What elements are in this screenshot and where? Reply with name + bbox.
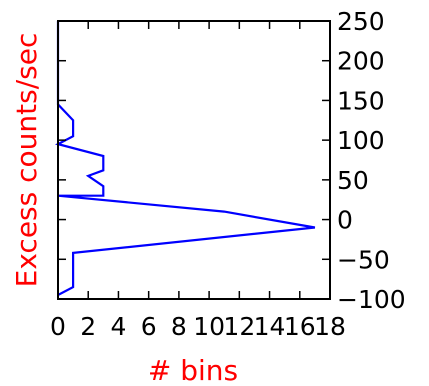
x-tick-label: 12 xyxy=(223,312,255,341)
y-tick-label: 50 xyxy=(337,166,369,195)
y-axis-title: Excess counts/sec xyxy=(10,33,43,288)
y-tick-label: 100 xyxy=(337,126,385,155)
x-tick-label: 4 xyxy=(110,312,126,341)
x-tick-label: 0 xyxy=(50,312,66,341)
x-tick-label: 16 xyxy=(284,312,316,341)
x-tick-label: 14 xyxy=(254,312,286,341)
x-tick-label: 8 xyxy=(171,312,187,341)
x-tick-label: 10 xyxy=(193,312,225,341)
y-tick-label: 200 xyxy=(337,47,385,76)
y-tick-label: 0 xyxy=(337,206,353,235)
x-tick-label: 6 xyxy=(141,312,157,341)
series-line-0 xyxy=(54,21,316,296)
plot-area xyxy=(54,20,331,300)
x-axis-title: # bins xyxy=(148,354,238,386)
plot-frame xyxy=(57,20,331,300)
y-tick-label: −100 xyxy=(337,285,406,314)
y-tick-label: 150 xyxy=(337,86,385,115)
y-axis-title-group: Excess counts/sec xyxy=(10,33,43,288)
y-tick-label: −50 xyxy=(337,245,390,274)
x-tick-label: 2 xyxy=(80,312,96,341)
y-tick-label: 250 xyxy=(337,7,385,36)
x-tick-label: 18 xyxy=(314,312,346,341)
